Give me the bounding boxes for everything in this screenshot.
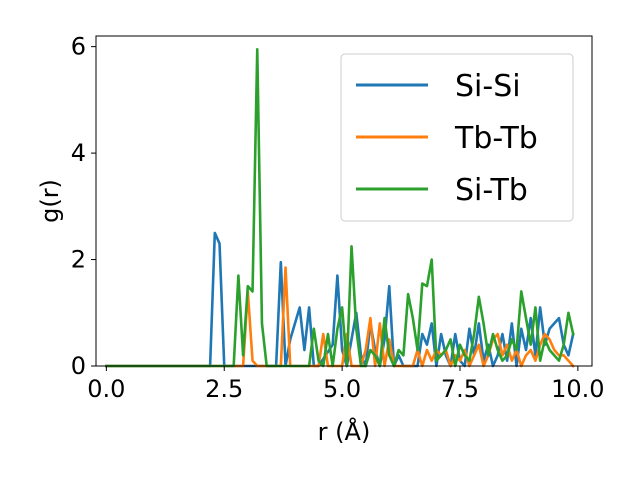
x-tick-label: 5.0 — [323, 375, 361, 403]
x-tick-label: 10.0 — [551, 375, 604, 403]
legend-label-si-tb: Si-Tb — [455, 173, 528, 208]
axes-frame — [95, 35, 593, 367]
legend-frame — [340, 53, 574, 222]
legend-label-tb-tb: Tb-Tb — [454, 121, 538, 156]
y-tick-label: 6 — [71, 33, 86, 61]
x-axis-label: r (Å) — [318, 417, 371, 446]
legend-label-si-si: Si-Si — [455, 69, 521, 104]
x-tick-label: 0.0 — [87, 375, 125, 403]
y-axis-label: g(r) — [36, 179, 64, 223]
series-line-si-tb — [105, 48, 575, 368]
x-axis: 0.0 2.5 5.0 7.5 10.0 — [87, 366, 605, 403]
x-tick-label: 7.5 — [441, 375, 479, 403]
y-tick-label: 0 — [71, 352, 86, 380]
y-tick-label: 2 — [71, 246, 86, 274]
y-axis: 0 2 4 6 — [71, 33, 96, 380]
legend: Si-Si Tb-Tb Si-Tb — [340, 53, 574, 222]
y-tick-label: 4 — [71, 139, 86, 167]
x-tick-label: 2.5 — [205, 375, 243, 403]
series-line-si-si — [105, 231, 575, 368]
